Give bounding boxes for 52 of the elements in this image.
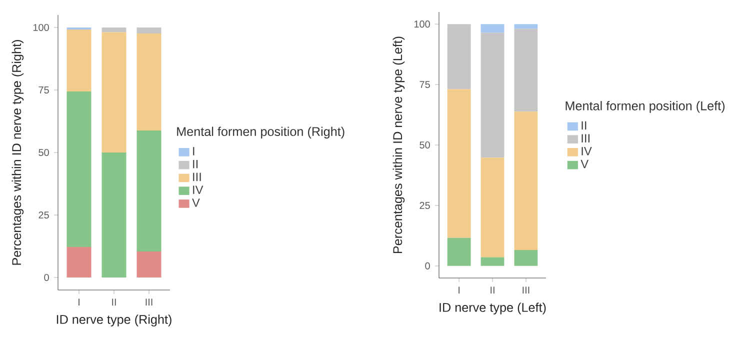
bar [102, 28, 126, 32]
bar [480, 32, 504, 158]
bar [136, 34, 162, 130]
x-tick-label: III [522, 286, 530, 294]
legend-label: III [193, 172, 201, 182]
bar [480, 24, 504, 33]
y-tick-label: 75 [38, 86, 49, 94]
bar [514, 24, 538, 29]
bar [136, 252, 162, 278]
legend-label: V [580, 160, 589, 168]
legend-label: I [193, 147, 194, 156]
legend-title: Mental formen position (Left) [566, 101, 725, 113]
bar [447, 238, 471, 266]
y-tick-label: 100 [33, 24, 49, 32]
legend-label: III [582, 134, 590, 142]
y-axis-title: Percentages within ID nerve type (Left) [392, 36, 405, 254]
x-tick-label: II [112, 298, 116, 306]
y-tick-label: 25 [420, 202, 430, 209]
bar [447, 89, 471, 238]
legend-label: II [193, 160, 198, 168]
bar [102, 152, 126, 278]
y-tick-label: 25 [38, 211, 49, 219]
y-axis-title: Percentages within ID nerve type (Right) [12, 40, 24, 265]
bar [102, 32, 126, 152]
y-tick-label: 50 [420, 141, 430, 149]
x-axis-title: ID nerve type (Right) [56, 314, 172, 326]
bar [447, 24, 471, 90]
y-tick-label: 0 [44, 274, 49, 282]
legend-label: IV [193, 186, 204, 194]
x-tick-label: I [458, 286, 460, 294]
bar [480, 257, 504, 266]
x-axis-title: ID nerve type (Left) [440, 302, 546, 314]
bar [514, 28, 538, 112]
y-tick-label: 100 [414, 20, 430, 28]
legend-label: II [582, 121, 586, 130]
bar [66, 92, 92, 247]
x-tick-label: I [78, 298, 80, 306]
bar [136, 28, 162, 34]
bar [514, 250, 538, 266]
y-tick-label: 50 [38, 148, 49, 156]
y-tick-label: 75 [420, 81, 430, 88]
bar [514, 112, 538, 250]
legend-label: V [192, 198, 200, 207]
x-tick-label: II [490, 286, 494, 294]
legend-label: IV [582, 147, 592, 156]
bar [66, 247, 92, 278]
y-tick-label: 0 [425, 262, 430, 270]
bar [480, 158, 504, 258]
x-tick-label: III [146, 298, 152, 306]
legend-title: Mental formen position (Right) [177, 126, 344, 139]
bar [66, 30, 92, 92]
bar [136, 130, 162, 252]
